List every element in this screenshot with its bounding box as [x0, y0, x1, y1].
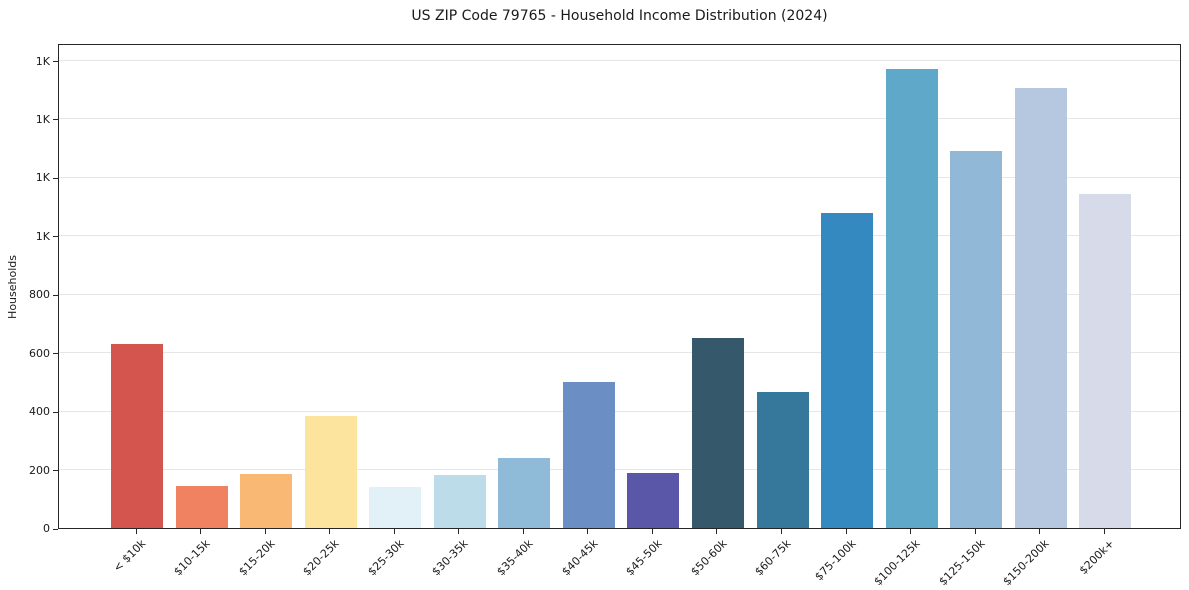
gridline	[59, 410, 1180, 412]
chart-title: US ZIP Code 79765 - Household Income Dis…	[411, 8, 828, 24]
y-tick-mark	[53, 411, 58, 413]
bar--20-25k	[304, 415, 357, 528]
x-tick-label: $25-30k	[365, 537, 407, 579]
y-tick-label: 600	[29, 346, 50, 360]
x-tick-mark	[522, 529, 524, 534]
bar--150-200k	[1014, 88, 1067, 528]
y-tick-label: 800	[29, 288, 50, 302]
x-tick-mark	[264, 529, 266, 534]
x-tick-label: $20-25k	[300, 537, 342, 579]
x-tick-mark	[845, 529, 847, 534]
y-tick-label: 400	[29, 405, 50, 419]
y-tick-mark	[53, 353, 58, 355]
x-tick-mark	[1039, 529, 1041, 534]
x-tick-mark	[781, 529, 782, 534]
bar--25-30k	[369, 487, 422, 528]
y-tick-mark	[53, 294, 58, 296]
gridline	[59, 235, 1180, 237]
gridline	[59, 293, 1180, 295]
x-tick-label: $35-40k	[494, 537, 536, 579]
x-tick-label: $200k+	[1076, 537, 1117, 578]
bar--40-45k	[562, 381, 615, 528]
bar--10-15k	[175, 485, 228, 528]
x-tick-mark	[135, 529, 137, 534]
gridline	[59, 118, 1180, 120]
bar--45-50k	[627, 472, 680, 528]
y-tick-mark	[53, 119, 58, 121]
bar--50-60k	[691, 338, 744, 528]
x-tick-label: $100-125k	[871, 537, 923, 589]
bar--60-75k	[756, 392, 809, 528]
bar--15-20k	[240, 473, 293, 528]
x-tick-mark	[393, 529, 395, 534]
x-tick-mark	[716, 529, 718, 534]
gridline	[59, 352, 1180, 354]
x-tick-mark	[974, 529, 976, 534]
x-tick-label: $125-150k	[936, 537, 988, 589]
x-tick-mark	[587, 529, 589, 534]
bar--30-35k	[433, 475, 486, 528]
x-tick-label: $45-50k	[623, 537, 665, 579]
x-tick-mark	[651, 529, 653, 534]
y-tick-label: 1K	[35, 229, 50, 243]
x-tick-mark	[910, 529, 912, 534]
y-tick-mark	[53, 470, 58, 472]
x-tick-mark	[329, 529, 331, 534]
y-tick-label: 1K	[35, 171, 50, 185]
x-tick-label: $60-75k	[752, 537, 794, 579]
y-tick-mark	[53, 61, 58, 63]
gridline	[59, 60, 1180, 62]
x-tick-label: $10-15k	[171, 537, 213, 579]
x-tick-label: $15-20k	[236, 537, 278, 579]
bar--10k	[111, 343, 163, 528]
x-tick-mark	[200, 529, 202, 534]
y-tick-mark	[53, 177, 58, 179]
y-tick-mark	[53, 528, 58, 530]
x-tick-mark	[1103, 529, 1105, 534]
bar--35-40k	[498, 457, 551, 528]
y-axis-label-text: Households	[6, 254, 19, 319]
gridline	[59, 469, 1180, 471]
bar--100-125k	[885, 69, 938, 528]
y-tick-label: 1K	[35, 54, 50, 68]
plot-area	[58, 44, 1181, 529]
bar--200k+	[1079, 193, 1132, 528]
x-tick-label: $150-200k	[1000, 537, 1052, 589]
x-tick-label: $40-45k	[558, 537, 601, 579]
x-tick-label: $30-35k	[429, 537, 471, 579]
x-tick-mark	[458, 529, 460, 534]
y-tick-label: 0	[43, 522, 50, 535]
y-tick-mark	[53, 236, 58, 238]
bar--125-150k	[950, 151, 1003, 528]
x-tick-label: $50-60k	[687, 537, 730, 579]
bar--75-100k	[821, 212, 874, 528]
y-tick-label: 1K	[35, 112, 50, 126]
y-tick-label: 200	[29, 463, 50, 477]
gridline	[59, 176, 1180, 178]
x-tick-label: $75-100k	[812, 537, 859, 584]
x-tick-label: < $10k	[110, 537, 149, 575]
